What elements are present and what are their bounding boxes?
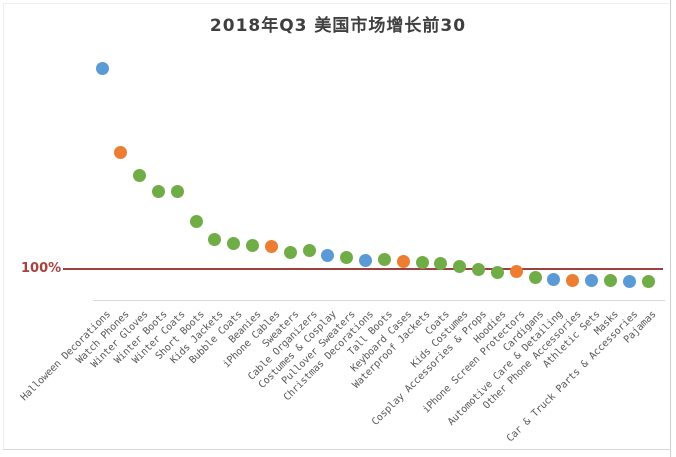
data-point bbox=[547, 273, 561, 287]
frame-border-bottom bbox=[3, 449, 671, 450]
frame-border-left bbox=[3, 3, 4, 449]
data-point bbox=[434, 256, 448, 270]
data-point bbox=[321, 248, 335, 262]
data-point bbox=[622, 274, 636, 288]
data-point bbox=[151, 184, 165, 198]
data-point bbox=[472, 262, 486, 276]
data-point bbox=[585, 274, 599, 288]
frame-border-right bbox=[670, 0, 671, 457]
data-point bbox=[509, 264, 523, 278]
data-point bbox=[490, 265, 504, 279]
data-point bbox=[189, 214, 203, 228]
data-point bbox=[340, 250, 354, 264]
data-point bbox=[114, 145, 128, 159]
x-axis-line bbox=[93, 300, 665, 301]
data-point bbox=[283, 245, 297, 259]
data-point bbox=[208, 232, 222, 246]
data-point bbox=[227, 236, 241, 250]
data-point bbox=[133, 168, 147, 182]
reference-line-label: 100% bbox=[21, 261, 62, 276]
data-point bbox=[302, 244, 316, 258]
data-point bbox=[377, 252, 391, 266]
data-point bbox=[415, 256, 429, 270]
data-point bbox=[359, 253, 373, 267]
data-point bbox=[603, 274, 617, 288]
data-point bbox=[170, 184, 184, 198]
data-point bbox=[246, 238, 260, 252]
data-point bbox=[95, 61, 109, 75]
data-point bbox=[528, 270, 542, 284]
chart-title: 2018年Q3 美国市场增长前30 bbox=[209, 16, 467, 36]
data-point bbox=[264, 240, 278, 254]
data-point bbox=[566, 274, 580, 288]
reference-line bbox=[63, 268, 663, 270]
data-point bbox=[641, 275, 655, 289]
data-point bbox=[453, 260, 467, 274]
data-point bbox=[396, 255, 410, 269]
frame-border-top bbox=[3, 3, 669, 4]
